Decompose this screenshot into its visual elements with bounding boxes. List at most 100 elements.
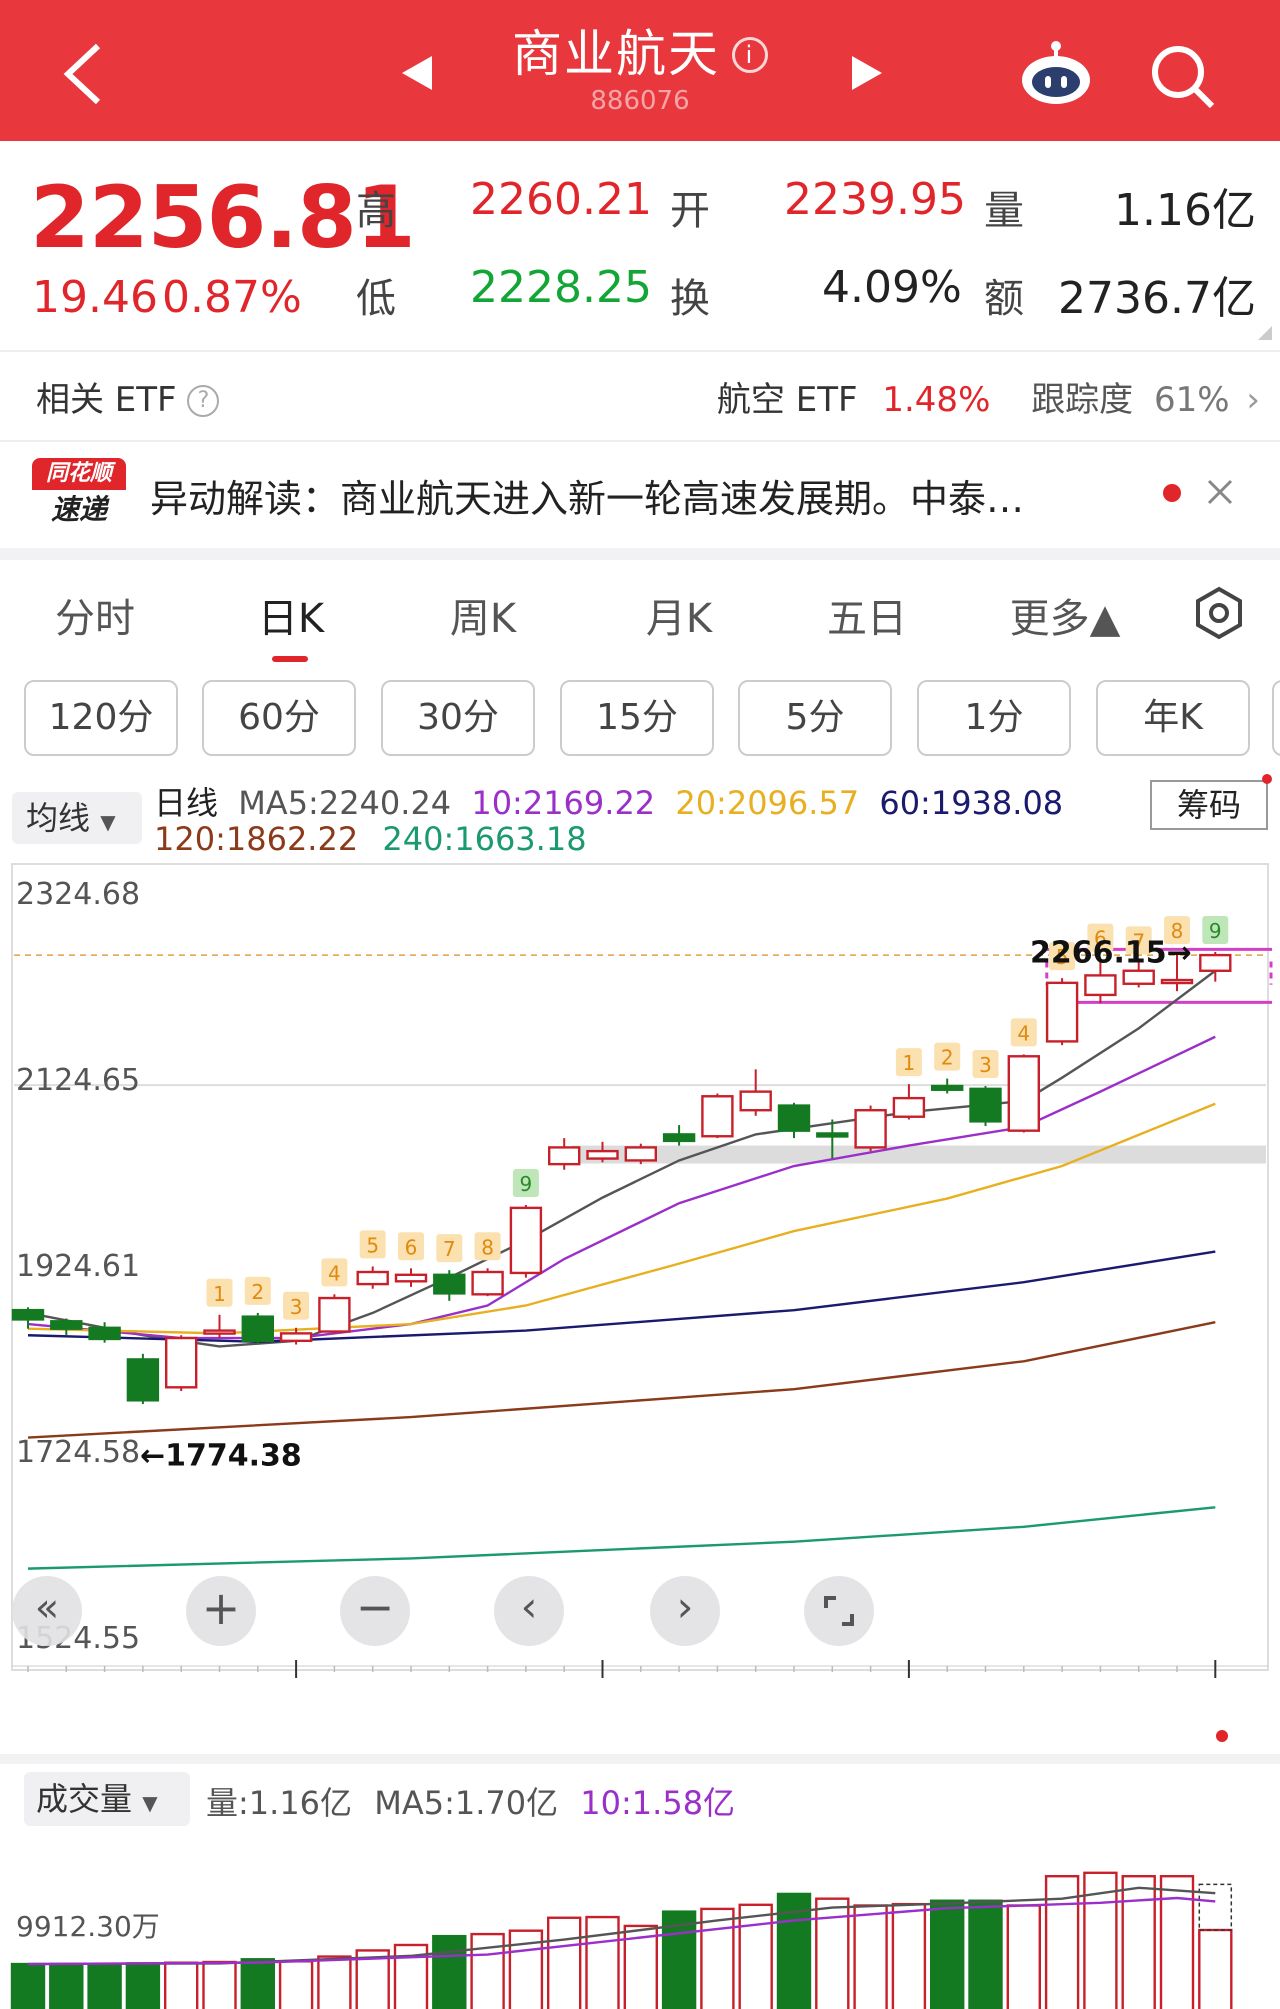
chip-1min[interactable]: 1分	[917, 680, 1071, 756]
candle-body	[318, 1296, 351, 1333]
chip-60min[interactable]: 60分	[202, 680, 356, 756]
news-text[interactable]: 异动解读：商业航天进入新一轮高速发展期。中泰…	[150, 477, 1025, 521]
volume-bar	[1006, 1904, 1041, 2009]
etf-pct: 1.48%	[882, 380, 991, 420]
prev-icon[interactable]	[400, 54, 434, 92]
volume-bar	[1159, 1875, 1195, 2009]
candle	[1122, 962, 1155, 988]
candle	[739, 1069, 772, 1116]
td-count-number: 2	[941, 1046, 954, 1070]
ma60-value: 60:1938.08	[879, 784, 1064, 822]
volume-bar	[87, 1962, 122, 2009]
zoom-out-icon[interactable]: −	[340, 1576, 410, 1646]
td-count-number: 7	[443, 1237, 456, 1261]
vol-ma5: MA5:1.70亿	[374, 1784, 559, 1822]
td-count-label: 7	[436, 1234, 463, 1263]
chip-yearly-k[interactable]: 年K	[1096, 680, 1250, 756]
candle	[548, 1138, 581, 1170]
chip-overflow[interactable]	[1272, 680, 1280, 756]
pan-left-icon[interactable]: ‹	[494, 1576, 564, 1646]
td-count-number: 5	[1056, 945, 1069, 969]
candle-body	[241, 1315, 275, 1343]
td-count-badge	[1202, 915, 1229, 944]
etf-name: 航空 ETF	[716, 380, 858, 420]
turnover-value: 4.09%	[822, 262, 962, 313]
volume-bar	[585, 1915, 620, 2009]
search-icon[interactable]	[1150, 44, 1216, 110]
td-count-label: 4	[321, 1258, 348, 1287]
help-icon[interactable]: ?	[187, 385, 220, 417]
ma-selector[interactable]: 均线 ▼	[12, 792, 142, 844]
td-count-badge	[512, 1169, 539, 1198]
candle	[662, 1125, 696, 1146]
fullscreen-icon[interactable]	[804, 1576, 874, 1646]
robot-assistant-icon[interactable]	[1016, 40, 1096, 106]
amount-value: 2736.7亿	[1058, 273, 1256, 324]
tab-intraday[interactable]: 分时	[55, 596, 135, 642]
td-count-number: 4	[328, 1261, 341, 1285]
info-icon[interactable]: i	[732, 37, 768, 73]
volume-selector[interactable]: 成交量 ▼	[24, 1772, 190, 1826]
candle	[1160, 952, 1194, 992]
ma60-line	[27, 1250, 1216, 1343]
chip-15min[interactable]: 15分	[560, 680, 714, 756]
candle-body	[1122, 969, 1155, 985]
td-count-number: 5	[366, 1233, 379, 1257]
candle-body	[816, 1132, 849, 1138]
back-arrow-icon[interactable]	[60, 40, 106, 108]
candle-body	[203, 1329, 236, 1335]
volume-bar	[1121, 1875, 1156, 2009]
candle	[969, 1086, 1002, 1127]
candle-body	[126, 1358, 160, 1402]
dropdown-triangle-icon: ▼	[100, 810, 116, 834]
tab-five-day[interactable]: 五日	[827, 596, 907, 642]
candle	[203, 1314, 236, 1339]
tab-more[interactable]: 更多▲	[1009, 596, 1121, 642]
tab-monthly-k[interactable]: 月K	[645, 596, 713, 642]
tab-daily-k[interactable]: 日K	[257, 596, 325, 642]
chip-5min[interactable]: 5分	[738, 680, 892, 756]
td-count-badge	[359, 1230, 386, 1259]
td-count-number: 4	[1017, 1021, 1030, 1045]
volume-bar	[432, 1934, 467, 2009]
td-count-number: 8	[481, 1235, 494, 1259]
volume-bar	[891, 1902, 927, 2009]
chip-30min[interactable]: 30分	[381, 680, 535, 756]
candle-body	[1045, 981, 1079, 1043]
td-count-number: 6	[1094, 927, 1107, 951]
y-tick-label: 2324.68	[16, 877, 140, 912]
td-count-label: 9	[1202, 915, 1229, 944]
candle	[11, 1307, 45, 1329]
expand-corner-icon[interactable]	[1258, 326, 1272, 340]
notice-dot	[1262, 774, 1272, 784]
latest-marker-dot	[1216, 1730, 1228, 1742]
candle	[318, 1294, 351, 1334]
ma240-value: 240:1663.18	[382, 820, 587, 858]
candle	[241, 1312, 275, 1345]
close-icon[interactable]	[1206, 478, 1234, 506]
td-count-number: 1	[213, 1282, 226, 1306]
candle	[279, 1327, 313, 1345]
td-count-badge	[283, 1291, 310, 1320]
candlestick-chart[interactable]: 1 2 3 4 5 6 7 8 9 1 2 3 4 5 6 7 8 9 2324.68 2124.65 1924.61…	[0, 860, 1280, 1680]
settings-hex-icon[interactable]	[1192, 586, 1246, 640]
volume-chart[interactable]: 9912.30万	[0, 1840, 1280, 2009]
pan-right-icon[interactable]: ›	[650, 1576, 720, 1646]
candle-body	[279, 1332, 313, 1343]
tab-weekly-k[interactable]: 周K	[449, 596, 517, 642]
candle	[586, 1141, 619, 1163]
td-count-badge	[895, 1048, 922, 1077]
ths-logo: 同花顺 速递	[32, 458, 126, 534]
etf-link[interactable]: 航空 ETF 1.48% 跟踪度 61% ›	[717, 372, 1260, 421]
candle-body	[509, 1206, 543, 1275]
volume-bar	[163, 1961, 199, 2009]
chip-120min[interactable]: 120分	[24, 680, 178, 756]
rewind-icon[interactable]: «	[12, 1576, 82, 1646]
volume-bar	[1198, 1928, 1233, 2009]
candle-body	[931, 1084, 964, 1091]
zoom-in-icon[interactable]: +	[186, 1576, 256, 1646]
candle	[471, 1268, 504, 1297]
y-tick-label: 1724.58	[16, 1435, 140, 1470]
chip-distribution-button[interactable]: 筹码	[1150, 780, 1268, 830]
next-icon[interactable]	[850, 54, 884, 92]
